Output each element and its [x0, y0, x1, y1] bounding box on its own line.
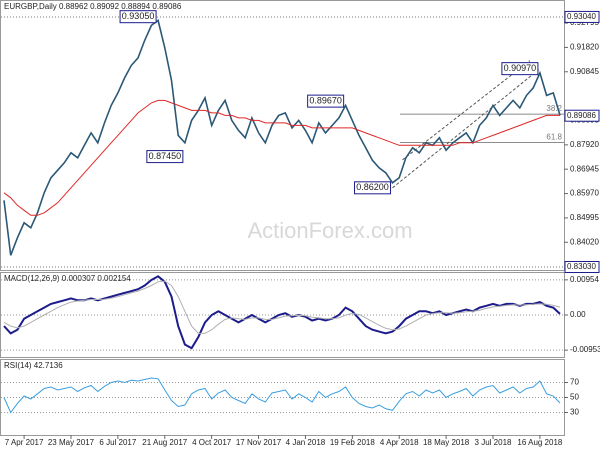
y-tick-label: 0.00954	[570, 275, 599, 284]
price-panel	[0, 0, 565, 271]
x-tick-label: 17 Nov 2017	[236, 438, 282, 447]
trend-line	[402, 60, 531, 161]
x-tick-label: 7 Apr 2017	[5, 438, 44, 447]
y-tick-label: 70	[570, 378, 579, 387]
annotation: 0.86200	[356, 182, 389, 192]
price-label: 0.93040	[567, 12, 596, 21]
price-label: 0.83030	[567, 262, 596, 271]
series-line	[3, 275, 561, 350]
annotation-box	[354, 181, 392, 195]
annotation: 0.90970	[504, 63, 537, 73]
y-tick-label: 50	[570, 393, 579, 402]
y-tick-label: -0.009538	[570, 345, 600, 354]
price-label-box	[564, 10, 600, 23]
series-line	[3, 280, 561, 334]
price-label-box	[564, 261, 600, 274]
x-tick-label: 21 Aug 2017	[142, 438, 187, 447]
x-tick-label: 18 May 2018	[423, 438, 470, 447]
x-tick-label: 4 Jan 2018	[286, 438, 326, 447]
y-tick-label: 0.84020	[570, 237, 599, 246]
y-tick-label: 0.91820	[570, 43, 599, 52]
x-tick-label: 19 Feb 2018	[330, 438, 375, 447]
annotation-box	[501, 62, 539, 76]
y-tick-label: 0.85970	[570, 189, 599, 198]
fib-label: 38.2	[546, 104, 562, 113]
annotation-box	[119, 10, 157, 24]
price-label-box	[564, 109, 600, 122]
y-tick-label: 30	[570, 408, 579, 417]
x-tick-label: 16 Aug 2018	[517, 438, 562, 447]
x-tick-label: 4 Oct 2017	[192, 438, 232, 447]
x-tick-label: 6 Jul 2017	[99, 438, 136, 447]
y-tick-label: 0.84995	[570, 213, 599, 222]
trend-line	[392, 68, 541, 189]
rsi-title: RSI(14) 42.7136	[4, 361, 63, 370]
y-tick-label: 0.00	[570, 310, 586, 319]
chart-title: EURGBP,Daily 0.88962 0.89092 0.88894 0.8…	[4, 2, 182, 11]
y-tick-label: 0.86945	[570, 164, 599, 173]
annotation: 0.93050	[122, 11, 155, 21]
series-line	[3, 99, 560, 216]
y-tick-label: 0.90845	[570, 67, 599, 76]
x-tick-label: 3 Jul 2018	[475, 438, 512, 447]
y-tick-label: 0.87920	[570, 140, 599, 149]
series-line	[3, 377, 561, 414]
x-tick-label: 4 Apr 2018	[380, 438, 419, 447]
price-label: 0.89086	[567, 111, 596, 120]
annotation-box	[146, 150, 184, 164]
macd-title: MACD(12,26,9) 0.000307 0.002154	[4, 274, 131, 283]
x-tick-label: 23 May 2017	[48, 438, 95, 447]
watermark: ActionForex.com	[247, 218, 412, 243]
fib-label: 61.8	[546, 132, 562, 141]
annotation: 0.87450	[149, 151, 182, 161]
annotation-box	[307, 94, 345, 108]
annotation: 0.89670	[309, 96, 342, 106]
series-line	[3, 19, 561, 256]
